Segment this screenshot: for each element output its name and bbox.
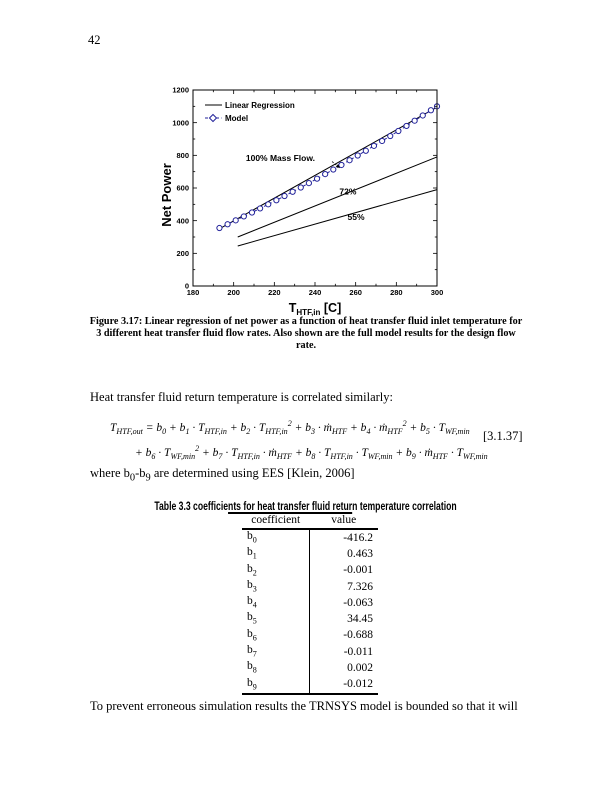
table-row: b1 0.463 — [242, 546, 378, 563]
value-cell: -0.688 — [309, 627, 378, 645]
table-title-pre: Table 3.3 coefficie — [154, 501, 229, 513]
header-value: value — [309, 513, 378, 530]
svg-text:Net Power: Net Power — [159, 163, 174, 227]
coefficient-cell: b4 — [247, 595, 257, 610]
svg-text:1000: 1000 — [172, 118, 189, 127]
figure-caption-line: rate. — [295, 340, 317, 351]
svg-text:Model: Model — [225, 114, 248, 123]
equation-number: [3.1.37] — [483, 429, 523, 443]
svg-text:600: 600 — [176, 184, 189, 193]
svg-text:800: 800 — [176, 151, 189, 160]
equation-3-1-37: THTF,out = b0 + b1 · THTF,in + b2 · THTF… — [110, 415, 488, 465]
value-cell: -0.011 — [309, 644, 378, 661]
table-header-row: coefficient value — [242, 513, 378, 530]
coefficient-cell: b8 — [247, 660, 257, 675]
header-coefficient: coefficient — [242, 513, 310, 530]
coefficient-cell: b7 — [247, 644, 257, 659]
table-row: b0 -416.2 — [242, 529, 378, 547]
figure-3-17: 180 200 220 240 260 280 300 0 200 400 600 800 1000 12… — [105, 80, 473, 320]
coefficient-table-body: b0 -416.2 b1 0.463 b2 -0.001 b3 7.326 b4 -0.063 b5… — [242, 529, 378, 695]
page-number: 42 — [88, 33, 101, 47]
figure-caption-line: 3 different heat transfer fluid flow rat… — [96, 328, 516, 339]
svg-text:200: 200 — [176, 249, 189, 258]
table-title-underlined: nts for heat transfer fluid retur — [228, 501, 353, 513]
table-row: b9 -0.012 — [242, 676, 378, 695]
equation-line-2: + b6 · TWF,min2 + b7 · THTF,in · ṁHTF + … — [135, 444, 488, 462]
table-title-post: n temperature correlation — [352, 501, 458, 513]
coefficient-cell: b0 — [247, 530, 257, 545]
coefficient-cell: b9 — [242, 676, 310, 695]
table-row: b4 -0.063 — [242, 595, 378, 612]
value-cell: 7.326 — [309, 578, 378, 596]
body-paragraph: Heat transfer fluid return temperature i… — [90, 390, 393, 404]
svg-text:72%: 72% — [339, 187, 356, 197]
svg-text:55%: 55% — [348, 212, 365, 222]
value-cell: 0.002 — [309, 660, 378, 677]
table-row: b6 -0.688 — [242, 627, 378, 645]
value-cell: -0.063 — [309, 595, 378, 612]
svg-text:Linear Regression: Linear Regression — [225, 101, 295, 110]
coefficient-cell: b3 — [247, 578, 257, 594]
table-row: b5 34.45 — [242, 611, 378, 628]
coefficient-cell: b5 — [247, 611, 257, 626]
value-cell: 0.463 — [309, 546, 378, 563]
svg-text:400: 400 — [176, 216, 189, 225]
coefficient-cell: b2 — [247, 562, 257, 577]
svg-text:240: 240 — [309, 288, 322, 297]
svg-text:220: 220 — [268, 288, 281, 297]
svg-text:100% Mass Flow.: 100% Mass Flow. — [246, 153, 315, 163]
svg-text:180: 180 — [187, 288, 200, 297]
value-cell: -0.001 — [309, 562, 378, 579]
svg-text:260: 260 — [349, 288, 362, 297]
value-cell: -416.2 — [309, 529, 378, 547]
figure-caption: Figure 3.17: Linear regression of net po… — [0, 316, 612, 352]
svg-text:1200: 1200 — [172, 86, 189, 95]
svg-text:300: 300 — [431, 288, 444, 297]
svg-text:280: 280 — [390, 288, 403, 297]
value-cell: -0.012 — [309, 676, 378, 695]
table-row: b3 7.326 — [242, 578, 378, 596]
table-title: Table 3.3 coefficients for heat transfer… — [0, 497, 612, 515]
coefficient-cell: b6 — [247, 627, 257, 643]
closing-paragraph: To prevent erroneous simulation results … — [90, 699, 518, 713]
coefficient-cell: b1 — [247, 546, 257, 561]
figure-caption-line: Figure 3.17: Linear regression of net po… — [89, 316, 523, 327]
value-cell: 34.45 — [309, 611, 378, 628]
equation-line-1: THTF,out = b0 + b1 · THTF,in + b2 · THTF… — [110, 419, 470, 437]
svg-text:0: 0 — [185, 282, 189, 291]
where-line: where b0-b9 are determined using EES [Kl… — [90, 466, 355, 484]
table-row: b7 -0.011 — [242, 644, 378, 661]
table-row: b8 0.002 — [242, 660, 378, 677]
svg-text:THTF,in [C]: THTF,in [C] — [289, 301, 341, 317]
table-row: b2 -0.001 — [242, 562, 378, 579]
net-power-chart: 180 200 220 240 260 280 300 0 200 400 600 800 1000 12… — [159, 86, 444, 317]
svg-text:200: 200 — [227, 288, 240, 297]
coefficient-table: coefficient value b0 -416.2 b1 0.463 b2 -0.00… — [242, 513, 378, 695]
